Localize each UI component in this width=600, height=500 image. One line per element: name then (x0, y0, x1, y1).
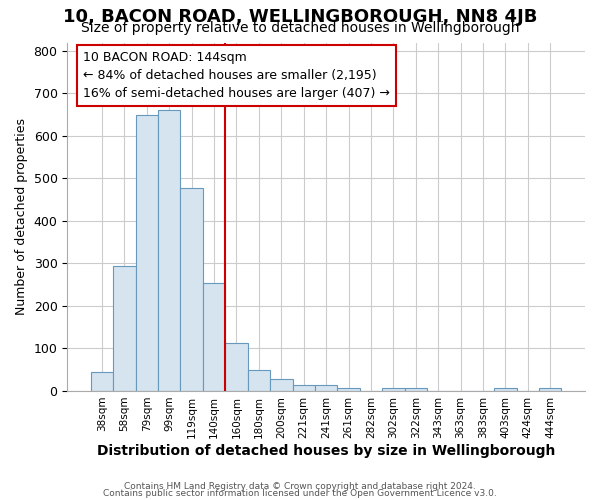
Bar (337, 388, 360, 391)
Bar (225, 343, 248, 391)
Bar (404, 388, 427, 391)
Text: 10, BACON ROAD, WELLINGBOROUGH, NN8 4JB: 10, BACON ROAD, WELLINGBOROUGH, NN8 4JB (63, 8, 537, 26)
Bar (158, 110, 181, 391)
Text: Contains HM Land Registry data © Crown copyright and database right 2024.: Contains HM Land Registry data © Crown c… (124, 482, 476, 491)
Bar (113, 266, 136, 391)
X-axis label: Distribution of detached houses by size in Wellingborough: Distribution of detached houses by size … (97, 444, 556, 458)
Bar (293, 384, 315, 391)
Bar (270, 380, 293, 391)
Text: Size of property relative to detached houses in Wellingborough: Size of property relative to detached ho… (81, 21, 519, 35)
Bar (136, 114, 158, 391)
Bar (494, 388, 517, 391)
Text: Contains public sector information licensed under the Open Government Licence v3: Contains public sector information licen… (103, 489, 497, 498)
Bar (248, 370, 270, 391)
Text: 10 BACON ROAD: 144sqm
← 84% of detached houses are smaller (2,195)
16% of semi-d: 10 BACON ROAD: 144sqm ← 84% of detached … (83, 51, 389, 100)
Bar (382, 388, 404, 391)
Bar (203, 284, 225, 391)
Bar (315, 384, 337, 391)
Y-axis label: Number of detached properties: Number of detached properties (15, 118, 28, 315)
Bar (91, 372, 113, 391)
Bar (181, 188, 203, 391)
Bar (539, 388, 562, 391)
